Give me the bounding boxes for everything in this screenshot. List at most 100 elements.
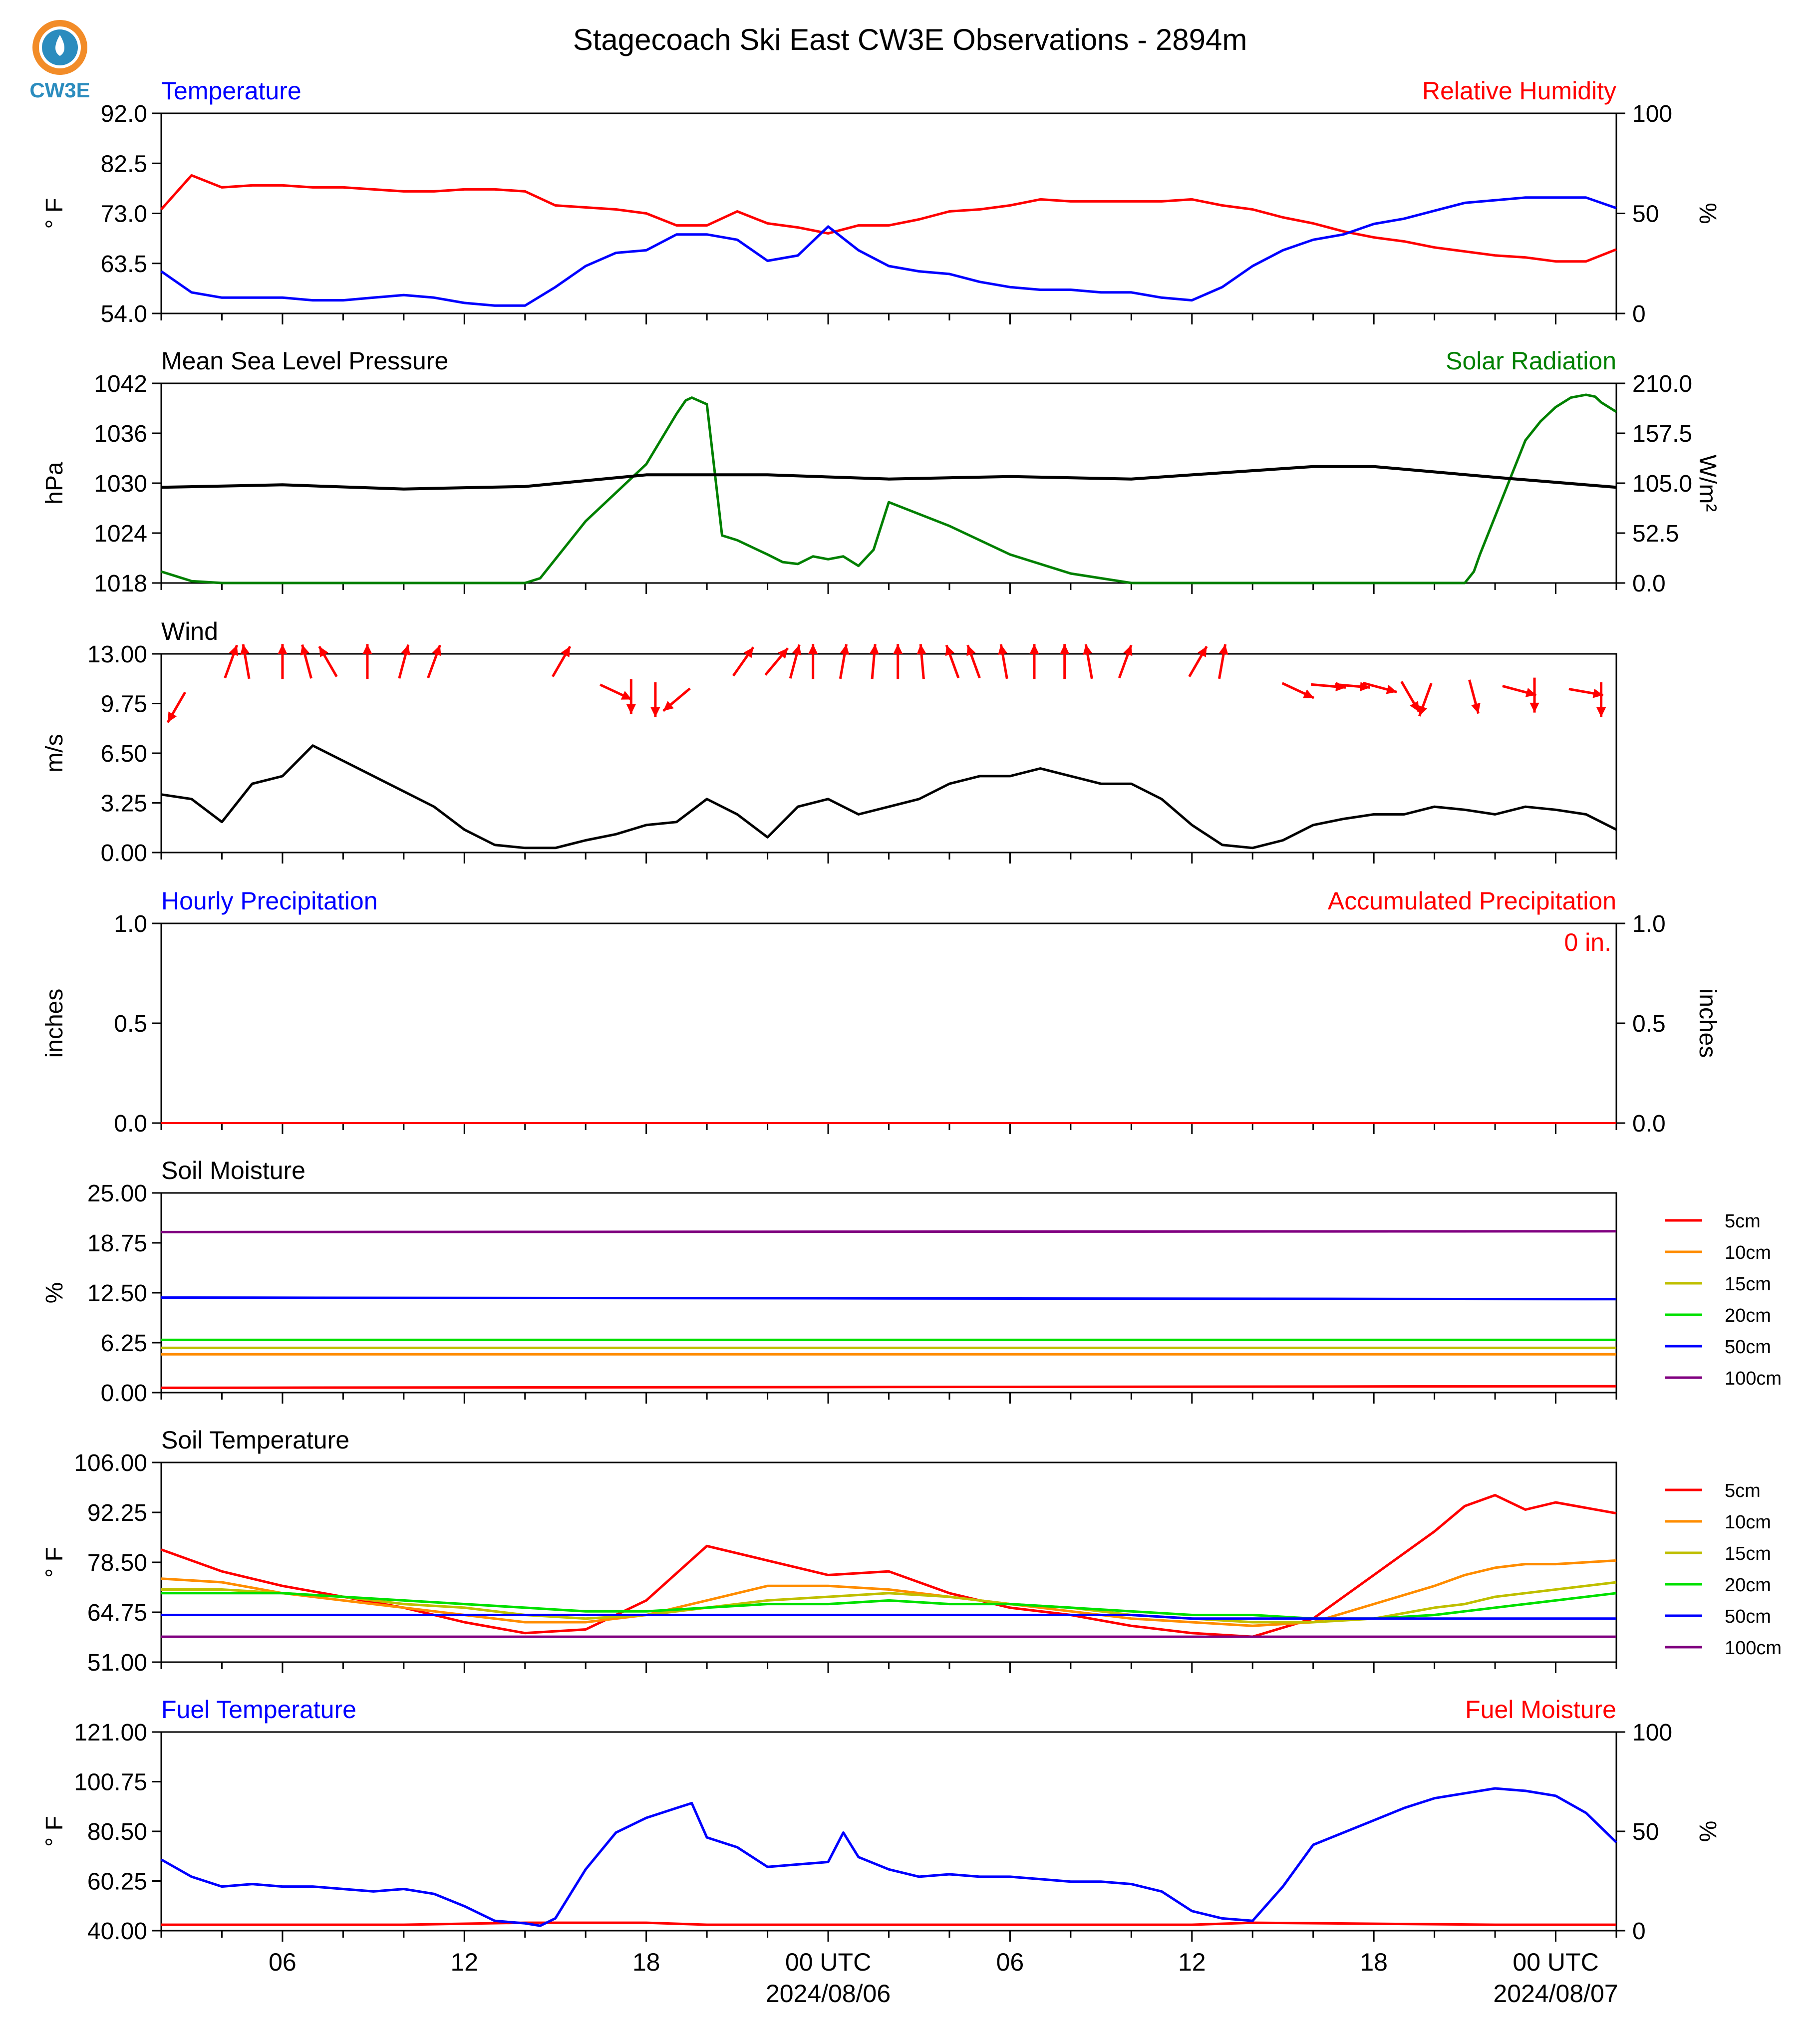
fuel-temperature-line [160, 1787, 1617, 1927]
pres_solar-ytick-label-left: 1030 [94, 471, 147, 497]
wind-arrow-head [362, 644, 372, 654]
soil-moisture-legend-label: 50cm [1725, 1337, 1771, 1358]
wind-ytick-label-left: 9.75 [101, 691, 147, 718]
fuel-ytick-label-right: 100 [1632, 1720, 1672, 1746]
soil_temp-ytick-label-left: 92.25 [87, 1500, 147, 1526]
precip-left-ylabel: inches [41, 989, 68, 1058]
soil-temperature-legend-label: 100cm [1725, 1638, 1782, 1659]
wind-arrow-head [167, 711, 177, 723]
wind-ytick-label-left: 6.50 [101, 741, 147, 767]
temp_rh-ytick-label-left: 63.5 [101, 251, 147, 278]
wind-arrow-head [561, 646, 571, 657]
pres_solar-right-ylabel: W/m² [1694, 455, 1721, 512]
x-date-label: 2024/08/06 [766, 1980, 891, 2008]
fuel-left-ylabel: ° F [41, 1816, 68, 1847]
wind-arrows [166, 644, 1606, 723]
x-tick-label: 12 [1178, 1948, 1206, 1976]
cw3e-logo: CW3E [29, 20, 90, 102]
wind-arrow-head [1386, 685, 1397, 694]
wind-arrow-head [840, 644, 850, 655]
wind-ytick-label-left: 13.00 [87, 641, 147, 668]
pres_solar-ytick-label-right: 210.0 [1632, 371, 1692, 397]
soil-temperature-legend-label: 10cm [1725, 1512, 1771, 1533]
wind-arrow-head [663, 701, 674, 711]
wind-left-title: Wind [161, 617, 218, 645]
wind-arrow-head [1471, 702, 1481, 714]
wind-arrow-head [1060, 644, 1070, 654]
soil-moisture-legend-label: 20cm [1725, 1305, 1771, 1326]
soil-temperature-legend-label: 20cm [1725, 1575, 1771, 1596]
wind-left-ylabel: m/s [41, 734, 68, 772]
x-tick-label: 18 [632, 1948, 660, 1976]
pres_solar-ytick-label-left: 1036 [94, 421, 147, 447]
pres_solar-ytick-label-right: 157.5 [1632, 421, 1692, 447]
wind-arrow-head [743, 647, 754, 658]
x-tick-label: 12 [450, 1948, 478, 1976]
wind-arrow-head [1029, 644, 1039, 654]
wind-arrow-head [945, 645, 954, 656]
fuel-right-title: Fuel Moisture [1465, 1696, 1616, 1724]
x-tick-label: 00 UTC [1513, 1948, 1598, 1976]
solar-radiation-line [161, 393, 1617, 584]
wind-arrow-head [792, 644, 802, 656]
soil_temp-frame [160, 1461, 1617, 1663]
temp_rh-right-ylabel: % [1694, 203, 1721, 224]
temp_rh-left-ylabel: ° F [41, 198, 68, 229]
temp_rh-ytick-label-right: 50 [1632, 201, 1659, 228]
wind-arrow-head [869, 644, 879, 655]
wind-arrow-head [229, 645, 238, 656]
pres_solar-ytick-label-left: 1018 [94, 571, 147, 597]
soil-temperature-5cm [161, 1494, 1617, 1638]
temp_rh-ytick-label-right: 100 [1632, 101, 1672, 127]
fuel-frame [160, 1731, 1617, 1932]
soil_moist-ytick-label-left: 25.00 [87, 1180, 147, 1207]
wind-arrow-head [278, 644, 288, 654]
pres_solar-left-title: Mean Sea Level Pressure [161, 347, 448, 375]
soil_temp-ytick-label-left: 51.00 [87, 1650, 147, 1676]
wind-arrow-head [1529, 702, 1539, 713]
wind-arrow-head [432, 645, 441, 656]
pres_solar-left-ylabel: hPa [41, 462, 68, 505]
wind-arrow-head [650, 707, 660, 717]
soil-moisture-100cm [161, 1230, 1617, 1233]
fuel-ytick-label-right: 0 [1632, 1918, 1646, 1945]
wind-arrow-head [401, 644, 411, 656]
rh-line [160, 174, 1617, 263]
wind-ytick-label-left: 3.25 [101, 791, 147, 817]
wind-arrow-head [240, 644, 250, 655]
soil_moist-ytick-label-left: 6.25 [101, 1330, 147, 1357]
wind-arrow-head [1083, 644, 1093, 655]
wind-arrow-head [966, 645, 976, 656]
x-tick-label: 06 [996, 1948, 1024, 1976]
fuel-ytick-label-left: 60.25 [87, 1869, 147, 1895]
temp_rh-ytick-label-left: 54.0 [101, 301, 147, 327]
temp_rh-frame [160, 112, 1617, 314]
chart-title: Stagecoach Ski East CW3E Observations - … [573, 23, 1247, 56]
temp_rh-right-title: Relative Humidity [1422, 77, 1616, 105]
wind-arrow-head [1303, 689, 1314, 698]
temp_rh-ytick-label-left: 73.0 [101, 201, 147, 228]
x-tick-label: 06 [269, 1948, 297, 1976]
soil-moisture-legend-label: 15cm [1725, 1274, 1771, 1295]
fuel-left-title: Fuel Temperature [161, 1696, 356, 1724]
precip-ytick-label-right: 1.0 [1632, 911, 1666, 937]
soil_temp-ytick-label-left: 64.75 [87, 1600, 147, 1626]
pres_solar-right-title: Solar Radiation [1446, 347, 1616, 375]
soil-moisture-50cm [161, 1296, 1617, 1301]
pres_solar-ytick-label-right: 52.5 [1632, 521, 1679, 547]
wind-arrow-head [893, 644, 903, 654]
soil_moist-left-title: Soil Moisture [161, 1157, 305, 1184]
temp_rh-left-title: Temperature [161, 77, 302, 105]
soil-moisture-legend-label: 100cm [1725, 1368, 1782, 1389]
pressure-line [161, 465, 1617, 491]
fuel-ytick-label-left: 80.50 [87, 1819, 147, 1845]
wind-arrow-head [1335, 682, 1346, 692]
soil-temperature-20cm [161, 1592, 1617, 1620]
wind-arrow-head [808, 644, 818, 654]
soil-moisture-legend-label: 5cm [1725, 1211, 1761, 1232]
soil_moist-ytick-label-left: 18.75 [87, 1230, 147, 1257]
soil_moist-left-ylabel: % [41, 1282, 68, 1304]
soil-temperature-legend-label: 15cm [1725, 1543, 1771, 1564]
temp_rh-ytick-label-left: 92.0 [101, 101, 147, 127]
